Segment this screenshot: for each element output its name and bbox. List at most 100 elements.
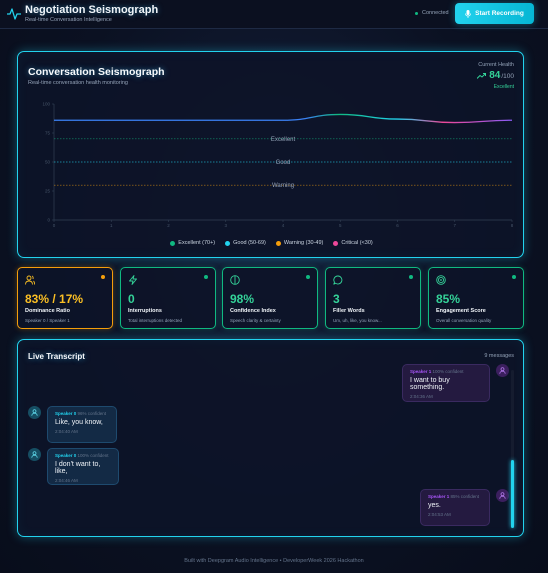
metric-value: 0 xyxy=(128,292,135,306)
threshold-label-good: Good xyxy=(276,160,291,166)
x-tick-label: 0 xyxy=(53,223,56,228)
metric-label: Confidence Index xyxy=(230,308,276,314)
status-dot-icon xyxy=(101,275,105,279)
metric-value: 83% / 17% xyxy=(25,292,84,306)
y-tick-label: 0 xyxy=(47,218,50,223)
speaker-avatar xyxy=(496,489,509,502)
health-value: 84 /100 xyxy=(477,70,514,81)
x-tick-label: 4 xyxy=(282,223,285,228)
speaker-avatar xyxy=(28,406,41,419)
legend-dot-icon xyxy=(170,240,176,246)
app-subtitle: Real-time Conversation Intelligence xyxy=(25,17,112,23)
health-max: /100 xyxy=(501,73,514,80)
message-text: I don't want to, like, xyxy=(55,461,101,475)
seismograph-panel: Conversation Seismograph Real-time conve… xyxy=(17,51,524,258)
y-tick-label: 75 xyxy=(45,131,51,136)
confidence-label: 96% confident xyxy=(77,411,107,416)
transcript-title: Live Transcript xyxy=(28,352,85,361)
metric-description: Speaker 0 / Speaker 1 xyxy=(25,318,70,323)
seismograph-subtitle: Real-time conversation health monitoring xyxy=(28,80,128,86)
speaker-label: Speaker 0 xyxy=(55,453,77,458)
message-time: 2:04:40 AM xyxy=(55,429,78,434)
start-recording-label: Start Recording xyxy=(475,10,524,17)
metric-value: 98% xyxy=(230,292,255,306)
y-tick-label: 100 xyxy=(42,102,50,107)
half-circle-icon xyxy=(230,275,240,285)
legend-item-critical: Critical (<30) xyxy=(333,240,373,246)
legend-item-excellent: Excellent (70+) xyxy=(170,240,215,246)
chat-bubble-icon xyxy=(333,275,343,285)
message-header: Speaker 0 96% confident xyxy=(55,411,109,416)
seismograph-chart: 0 25 50 75 100 0 1 2 3 4 5 6 7 8 Excellent Good Warning xyxy=(42,102,513,229)
transcript-panel[interactable]: Live Transcript 9 messages Speaker 1 100… xyxy=(17,339,524,537)
status-dot-icon xyxy=(512,275,516,279)
status-dot-icon xyxy=(409,275,413,279)
health-score: 84 xyxy=(489,70,501,81)
legend-dot-icon xyxy=(275,240,281,246)
user-icon xyxy=(31,451,38,458)
scrollbar-track[interactable] xyxy=(511,370,514,528)
transcript-message: Speaker 0 100% confident I don't want to… xyxy=(47,448,119,485)
speaker-label: Speaker 1 xyxy=(410,369,432,374)
message-text: yes. xyxy=(428,502,441,509)
microphone-icon xyxy=(465,9,471,18)
transcript-message: Speaker 1 100% confident I want to buy s… xyxy=(402,364,490,402)
seismograph-title: Conversation Seismograph xyxy=(28,66,165,78)
status-dot-icon xyxy=(204,275,208,279)
target-icon xyxy=(436,275,446,285)
legend-label: Good (50-69) xyxy=(233,240,266,246)
metric-label: Engagement Score xyxy=(436,308,486,314)
metric-card-interruptions: 0 Interruptions Total interruptions dete… xyxy=(120,267,216,329)
metric-card-confidence: 98% Confidence Index Speech clarity & ce… xyxy=(222,267,318,329)
speaker-avatar xyxy=(496,364,509,377)
message-time: 2:04:46 AM xyxy=(55,478,78,483)
confidence-label: 100% confident xyxy=(77,453,109,458)
metric-label: Dominance Ratio xyxy=(25,308,70,314)
metric-label: Filler Words xyxy=(333,308,365,314)
connection-status: Connected xyxy=(415,10,449,16)
legend-item-warning: Warning (30-49) xyxy=(275,240,323,246)
speaker-avatar xyxy=(28,448,41,461)
threshold-label-warning: Warning xyxy=(272,183,294,189)
users-icon xyxy=(25,275,35,285)
app-header: Negotiation Seismograph Real-time Conver… xyxy=(0,0,548,29)
legend-label: Critical (<30) xyxy=(341,240,373,246)
threshold-label-excellent: Excellent xyxy=(271,137,296,143)
health-series-line xyxy=(53,113,513,124)
legend-item-good: Good (50-69) xyxy=(225,240,266,246)
legend-dot-icon xyxy=(225,240,231,246)
metric-description: Um, uh, like, you know... xyxy=(333,318,382,323)
user-icon xyxy=(31,409,38,416)
x-tick-label: 7 xyxy=(453,223,456,228)
metric-card-engagement: 85% Engagement Score Overall conversatio… xyxy=(428,267,524,329)
metric-label: Interruptions xyxy=(128,308,162,314)
metric-value: 3 xyxy=(333,292,340,306)
x-tick-label: 5 xyxy=(339,223,342,228)
connection-label: Connected xyxy=(422,10,449,16)
chart-legend: Excellent (70+) Good (50-69) Warning (30… xyxy=(18,240,525,246)
status-dot-icon xyxy=(306,275,310,279)
transcript-message: Speaker 0 96% confident Like, you know, … xyxy=(47,406,117,443)
user-icon xyxy=(499,492,506,499)
speaker-label: Speaker 1 xyxy=(428,494,450,499)
legend-dot-icon xyxy=(333,240,339,246)
scrollbar-thumb[interactable] xyxy=(511,460,514,528)
start-recording-button[interactable]: Start Recording xyxy=(455,3,534,24)
metric-description: Overall conversation quality xyxy=(436,318,492,323)
message-header: Speaker 1 85% confident xyxy=(428,494,482,499)
message-header: Speaker 1 100% confident xyxy=(410,369,482,374)
app-title: Negotiation Seismograph xyxy=(25,4,159,16)
x-tick-label: 2 xyxy=(167,223,170,228)
status-dot-icon xyxy=(415,11,418,15)
health-status: Excellent xyxy=(493,84,514,90)
message-count: 9 messages xyxy=(484,353,514,359)
metric-description: Speech clarity & certainty xyxy=(230,318,281,323)
message-text: I want to buy something. xyxy=(410,377,450,391)
user-icon xyxy=(499,367,506,374)
confidence-label: 85% confident xyxy=(450,494,480,499)
confidence-label: 100% confident xyxy=(432,369,464,374)
trending-up-icon xyxy=(477,72,487,79)
footer: Built with Deepgram Audio Intelligence •… xyxy=(184,558,364,564)
metric-value: 85% xyxy=(436,292,461,306)
message-text: Like, you know, xyxy=(55,419,103,426)
